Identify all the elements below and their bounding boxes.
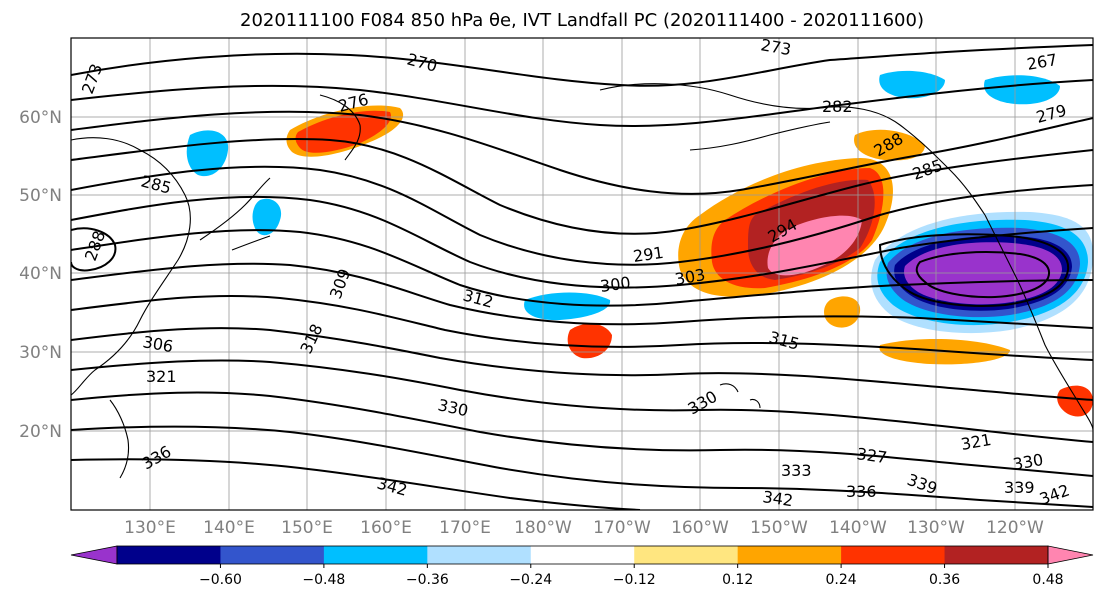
colorbar-swatch [220, 546, 325, 564]
coastline-na-west [984, 214, 1093, 431]
contour-line [71, 79, 1093, 127]
coastline-japan [199, 177, 271, 251]
colorbar-swatches [70, 545, 1094, 565]
lon-tick-label: 150°E [281, 518, 333, 538]
colorbar-tick-label: −0.24 [509, 572, 552, 588]
contour-label: 291 [632, 243, 665, 266]
negative-patch-central [524, 292, 611, 321]
colorbar-swatch [841, 546, 946, 564]
lon-tick-label: 170°W [593, 518, 651, 538]
colorbar-swatch [323, 546, 428, 564]
lat-tick-label: 50°N [19, 186, 62, 206]
contour-line [71, 359, 1093, 443]
lon-tick-label: 120°W [986, 518, 1044, 538]
lon-tick-label: 140°E [203, 518, 255, 538]
positive-patch-gulf [854, 129, 925, 161]
positive-shading-north-core [295, 110, 391, 153]
contour-line [71, 425, 1093, 508]
lon-tick-label: 140°W [829, 518, 887, 538]
coastline-aleutians [689, 121, 831, 151]
lon-tick-label: 180°W [514, 518, 572, 538]
contour-label: 282 [822, 97, 853, 116]
longitude-axis: 130°E 140°E 150°E 160°E 170°E 180°W 170°… [124, 518, 1044, 538]
positive-patch-subtropic-2 [824, 296, 861, 328]
contour-line [71, 229, 1093, 307]
colorbar-tick-label: −0.48 [302, 572, 345, 588]
lat-tick-label: 60°N [19, 108, 62, 128]
contour-line [71, 195, 1093, 289]
contour-line [71, 227, 117, 272]
colorbar-swatch [737, 546, 842, 564]
colorbar-swatch [530, 546, 635, 564]
positive-patch-mexico [1057, 385, 1093, 417]
lat-tick-label: 20°N [19, 422, 62, 442]
map-frame [70, 37, 1094, 511]
colorbar-swatch [944, 546, 1049, 564]
coastline-philippines [109, 399, 130, 479]
contour-label: 300 [599, 273, 632, 296]
colorbar-tick-label: 0.12 [722, 572, 753, 588]
coastlines [71, 83, 1093, 479]
negative-patch-kurils [252, 198, 282, 236]
negative-patch-alaska [879, 70, 945, 99]
theta-e-contours [71, 44, 1093, 510]
contour-label: 339 [1004, 478, 1035, 497]
coastline-asia [71, 137, 191, 396]
colorbar-tick-label: −0.60 [199, 572, 242, 588]
coastline-hawaii [719, 383, 761, 409]
colorbar: −0.60 −0.48 −0.36 −0.24 −0.12 0.12 0.24 0.36 0.4… [70, 545, 1094, 588]
contour-line [71, 262, 1093, 329]
contour-line [71, 44, 1093, 87]
positive-patch-subtropic [567, 323, 612, 359]
coastline-kamchatka [319, 94, 361, 161]
contour-label: 321 [146, 367, 177, 386]
colorbar-frame [116, 545, 1049, 565]
latitude-axis: 60°N 50°N 40°N 30°N 20°N [19, 108, 62, 442]
colorbar-tick-label: 0.48 [1032, 572, 1063, 588]
lat-tick-label: 30°N [19, 343, 62, 363]
lon-tick-label: 130°W [907, 518, 965, 538]
colorbar-tick-label: 0.36 [929, 572, 960, 588]
contour-label: 342 [761, 487, 794, 510]
lat-tick-label: 40°N [19, 264, 62, 284]
lon-tick-label: 160°W [671, 518, 729, 538]
lon-tick-label: 150°W [750, 518, 808, 538]
contour-line [71, 110, 1093, 195]
colorbar-ticks: −0.60 −0.48 −0.36 −0.24 −0.12 0.12 0.24 0.36 0.4… [199, 564, 1064, 588]
lon-tick-label: 160°E [360, 518, 412, 538]
colorbar-tick-label: −0.12 [613, 572, 656, 588]
contour-label: 336 [846, 482, 877, 501]
colorbar-swatch [427, 546, 532, 564]
positive-shading-peak [767, 215, 862, 276]
colorbar-swatch [117, 546, 221, 564]
contour-line [71, 138, 1093, 235]
colorbar-extend-min [70, 545, 118, 565]
contour-line [71, 294, 1093, 361]
contour-line [71, 165, 1093, 266]
contour-line [878, 233, 1070, 307]
contour-label: 327 [855, 444, 888, 467]
contour-label: 333 [781, 461, 812, 480]
lon-tick-label: 170°E [439, 518, 491, 538]
lon-tick-label: 130°E [124, 518, 176, 538]
contour-line [71, 391, 1093, 477]
colorbar-swatch [634, 546, 739, 564]
colorbar-tick-label: −0.36 [406, 572, 449, 588]
contour-line [71, 458, 641, 510]
map-panel: 273 270 276 267 273 279 282 285 288 285 … [70, 35, 1094, 511]
colorbar-tick-label: 0.24 [826, 572, 857, 588]
figure-title: 2020111100 F084 850 hPa θe, IVT Landfall… [240, 10, 924, 31]
colorbar-extend-max [1047, 545, 1094, 565]
coastline-alaska [599, 83, 986, 216]
contour-line [915, 251, 1050, 299]
gridlines [71, 38, 1093, 510]
contour-line [71, 327, 1093, 401]
